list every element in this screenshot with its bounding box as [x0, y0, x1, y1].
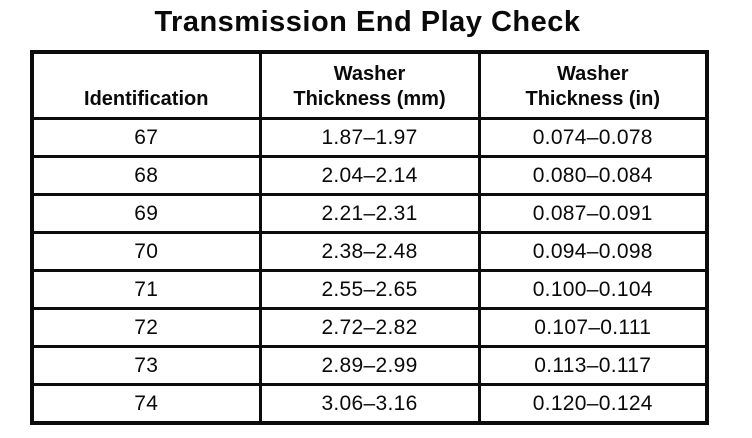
- table-row: 68 2.04–2.14 0.080–0.084: [30, 155, 709, 196]
- column-header-identification: Identification: [30, 50, 262, 120]
- cell-thickness-mm: 2.21–2.31: [258, 193, 481, 234]
- cell-thickness-in: 0.120–0.124: [477, 383, 709, 425]
- cell-thickness-in: 0.107–0.111: [477, 307, 709, 348]
- column-header-thickness-in: Washer Thickness (in): [477, 50, 709, 120]
- cell-identification: 70: [30, 231, 262, 272]
- cell-thickness-mm: 2.55–2.65: [258, 269, 481, 310]
- end-play-table: Identification Washer Thickness (mm) Was…: [30, 50, 709, 425]
- cell-thickness-in: 0.113–0.117: [477, 345, 709, 386]
- cell-identification: 68: [30, 155, 262, 196]
- column-header-thickness-mm: Washer Thickness (mm): [258, 50, 481, 120]
- table-row: 74 3.06–3.16 0.120–0.124: [30, 383, 709, 425]
- table-row: 69 2.21–2.31 0.087–0.091: [30, 193, 709, 234]
- cell-identification: 74: [30, 383, 262, 425]
- cell-identification: 71: [30, 269, 262, 310]
- cell-thickness-in: 0.094–0.098: [477, 231, 709, 272]
- table-row: 67 1.87–1.97 0.074–0.078: [30, 117, 709, 158]
- cell-thickness-mm: 3.06–3.16: [258, 383, 481, 425]
- cell-thickness-mm: 2.89–2.99: [258, 345, 481, 386]
- table-header-row: Identification Washer Thickness (mm) Was…: [30, 50, 709, 120]
- cell-thickness-in: 0.074–0.078: [477, 117, 709, 158]
- table-row: 72 2.72–2.82 0.107–0.111: [30, 307, 709, 348]
- page-title: Transmission End Play Check: [154, 6, 581, 38]
- cell-thickness-mm: 1.87–1.97: [258, 117, 481, 158]
- cell-thickness-in: 0.100–0.104: [477, 269, 709, 310]
- cell-thickness-in: 0.087–0.091: [477, 193, 709, 234]
- cell-thickness-mm: 2.72–2.82: [258, 307, 481, 348]
- cell-thickness-mm: 2.38–2.48: [258, 231, 481, 272]
- table-row: 73 2.89–2.99 0.113–0.117: [30, 345, 709, 386]
- cell-identification: 69: [30, 193, 262, 234]
- table-row: 70 2.38–2.48 0.094–0.098: [30, 231, 709, 272]
- cell-identification: 67: [30, 117, 262, 158]
- cell-thickness-in: 0.080–0.084: [477, 155, 709, 196]
- cell-identification: 73: [30, 345, 262, 386]
- table-row: 71 2.55–2.65 0.100–0.104: [30, 269, 709, 310]
- cell-identification: 72: [30, 307, 262, 348]
- cell-thickness-mm: 2.04–2.14: [258, 155, 481, 196]
